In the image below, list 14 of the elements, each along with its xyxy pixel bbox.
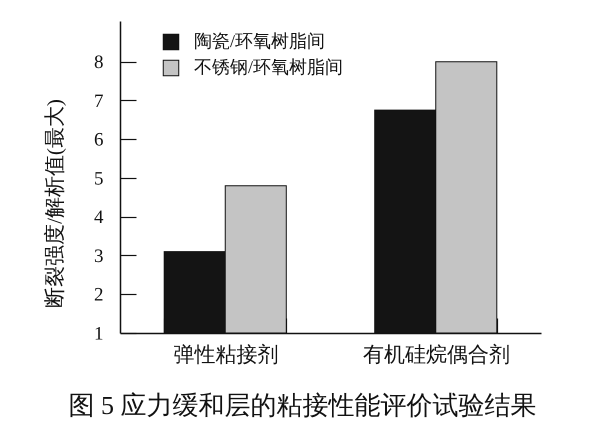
y-tick-label: 7 bbox=[94, 90, 104, 112]
legend-label: 不锈钢/环氧树脂间 bbox=[194, 57, 344, 77]
y-tick-label: 8 bbox=[94, 52, 104, 74]
y-axis-title: 断裂强度/解析值(最大) bbox=[42, 99, 66, 308]
y-tick-label: 2 bbox=[94, 284, 104, 306]
x-tick-label: 有机硅烷偶合剂 bbox=[362, 342, 510, 366]
y-tick-label: 4 bbox=[94, 207, 104, 228]
x-tick-label: 弹性粘接剂 bbox=[173, 342, 278, 366]
y-tick-label: 6 bbox=[94, 130, 104, 151]
legend-label: 陶瓷/环氧树脂间 bbox=[194, 31, 326, 51]
y-tick-label: 3 bbox=[94, 246, 104, 267]
text: 图 5 应力缓和层的粘接性能评价试验结果 bbox=[68, 391, 536, 420]
y-tick-label: 1 bbox=[94, 324, 104, 344]
y-tick-label: 5 bbox=[94, 168, 104, 190]
